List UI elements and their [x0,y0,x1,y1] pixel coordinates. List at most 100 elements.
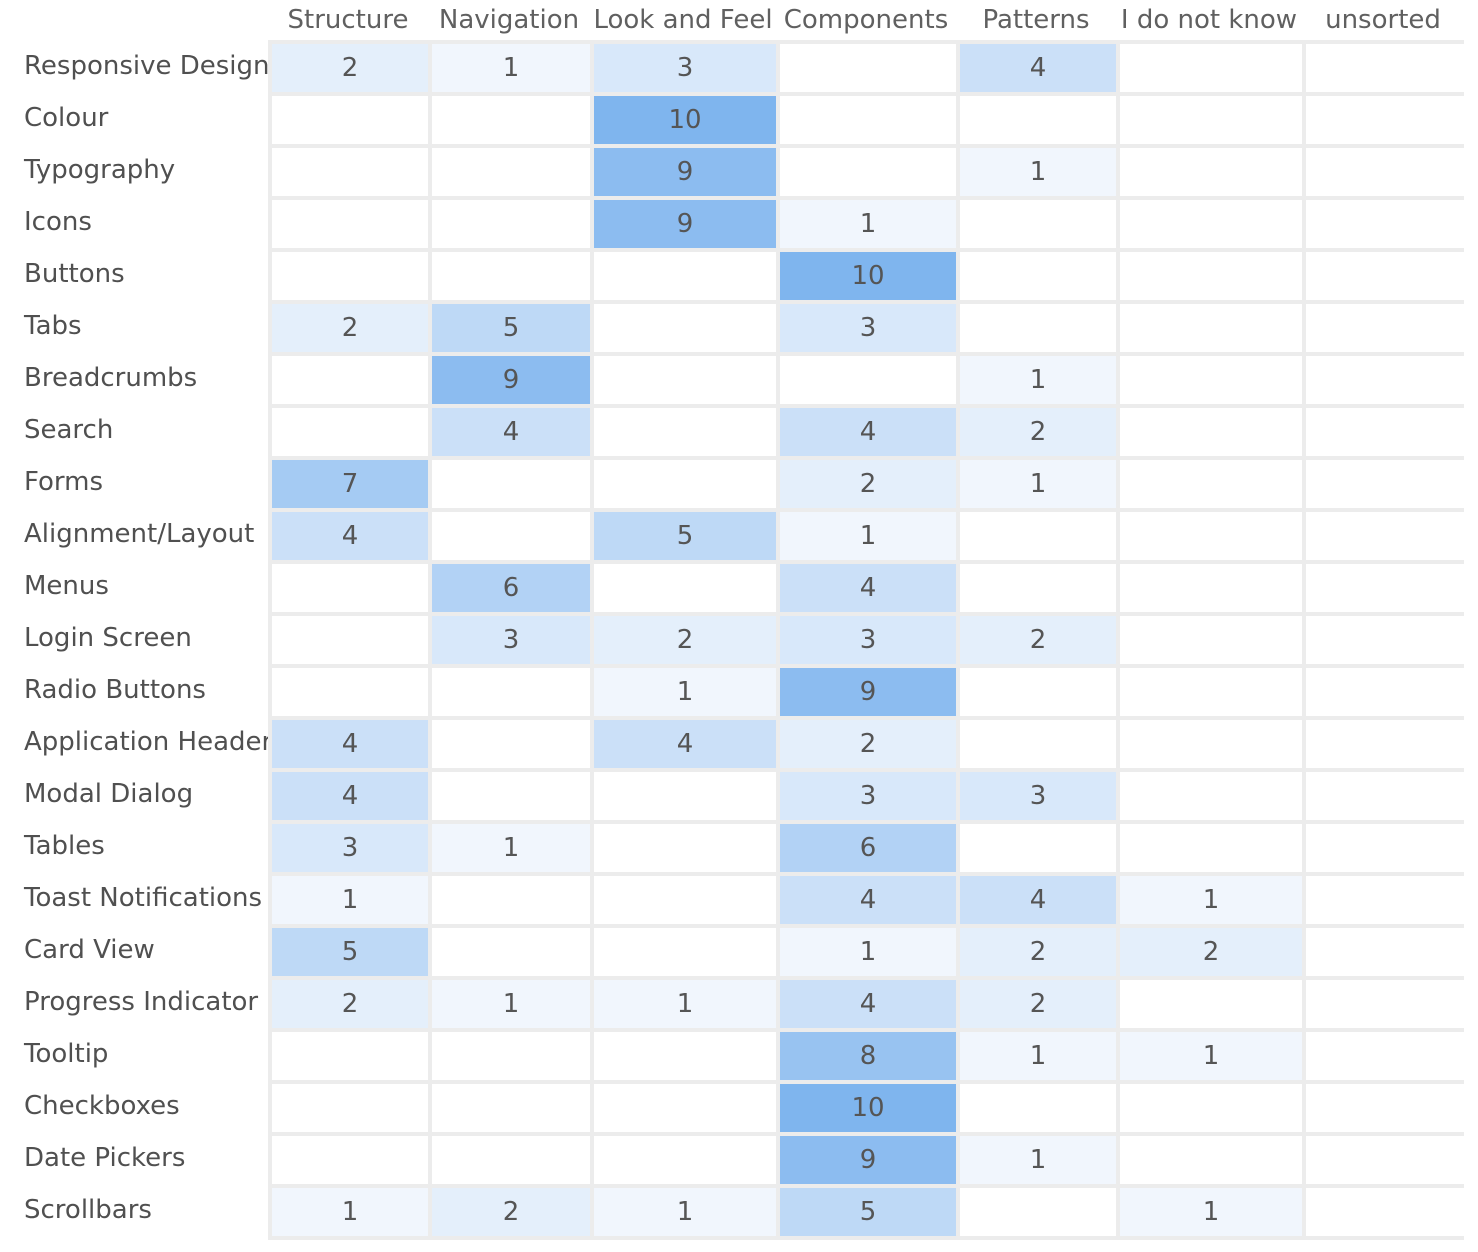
heatmap-cell [594,772,776,820]
heatmap-cell: 3 [432,616,590,664]
heatmap-cell [1120,512,1302,560]
heatmap-cell [594,252,776,300]
heatmap-cell: 1 [1120,1188,1302,1236]
heatmap-cell [432,668,590,716]
row-label-tooltip: Tooltip [24,1039,109,1069]
heatmap-cell: 4 [780,564,956,612]
row-label-progress-indicator: Progress Indicator [24,987,259,1017]
heatmap-cell [780,96,956,144]
heatmap-cell: 1 [780,512,956,560]
heatmap-cell [1120,148,1302,196]
heatmap-cell [594,356,776,404]
heatmap-cell: 1 [1120,876,1302,924]
heatmap-cell [960,200,1116,248]
heatmap-cell [1120,408,1302,456]
heatmap-cell: 1 [594,1188,776,1236]
heatmap-cell [272,252,428,300]
heatmap-cell: 9 [780,1136,956,1184]
heatmap-cell [432,512,590,560]
heatmap-cell [594,304,776,352]
heatmap-cell [1306,512,1464,560]
heatmap-cell [1120,200,1302,248]
heatmap-cell [272,1032,428,1080]
heatmap-cell [272,616,428,664]
heatmap-cell [1120,668,1302,716]
heatmap-cell: 4 [594,720,776,768]
heatmap-cell: 6 [432,564,590,612]
heatmap-cell: 10 [594,96,776,144]
heatmap-cell [1120,356,1302,404]
row-label-typography: Typography [24,155,176,185]
heatmap-cell [272,1084,428,1132]
column-header-components: Components [783,5,949,35]
row-label-buttons: Buttons [24,259,125,289]
heatmap-cell [272,96,428,144]
heatmap-cell: 4 [272,720,428,768]
heatmap-cell: 5 [272,928,428,976]
heatmap-cell [594,1032,776,1080]
column-header-patterns: Patterns [982,5,1090,35]
heatmap-cell [1120,252,1302,300]
heatmap-cell: 1 [960,356,1116,404]
heatmap-cell: 9 [432,356,590,404]
heatmap-cell: 5 [594,512,776,560]
heatmap-cell [1306,356,1464,404]
heatmap-cell: 2 [594,616,776,664]
heatmap-cell [1120,616,1302,664]
heatmap-cell [594,460,776,508]
row-label-scrollbars: Scrollbars [24,1195,152,1225]
heatmap-cell: 4 [272,512,428,560]
row-label-radio-buttons: Radio Buttons [24,675,206,705]
heatmap-cell [594,408,776,456]
heatmap-cell [432,148,590,196]
heatmap-cell [1120,44,1302,92]
heatmap-cell [272,564,428,612]
heatmap-cell: 2 [272,980,428,1028]
heatmap-cell [594,1084,776,1132]
heatmap-cell: 1 [1120,1032,1302,1080]
heatmap-cell: 2 [960,928,1116,976]
heatmap-cell [432,1032,590,1080]
heatmap-cell [960,668,1116,716]
heatmap-cell: 5 [780,1188,956,1236]
row-label-search: Search [24,415,114,445]
heatmap-cell [1306,876,1464,924]
heatmap-cell [960,252,1116,300]
heatmap-cell [1306,980,1464,1028]
heatmap-cell: 4 [780,980,956,1028]
heatmap-cell: 1 [780,928,956,976]
heatmap-cell [1120,1084,1302,1132]
heatmap-cell [432,252,590,300]
heatmap-cell [960,304,1116,352]
heatmap-cell [1120,304,1302,352]
heatmap-cell [432,928,590,976]
heatmap-cell [1120,564,1302,612]
heatmap-cell [1306,44,1464,92]
heatmap-cell [1306,304,1464,352]
heatmap-cell: 9 [594,148,776,196]
column-header-unsorted: unsorted [1325,5,1441,35]
heatmap-cell: 2 [960,616,1116,664]
heatmap-cell [1306,564,1464,612]
heatmap-cell [272,408,428,456]
heatmap-cell: 1 [594,668,776,716]
column-header-structure: Structure [287,5,409,35]
row-label-toast-notifications: Toast Notifications [24,883,263,913]
heatmap-cell: 1 [432,824,590,872]
heatmap-cell [1306,200,1464,248]
heatmap-cell [1306,1032,1464,1080]
heatmap-cell [960,720,1116,768]
heatmap-cell: 1 [960,1032,1116,1080]
heatmap-cell [1306,460,1464,508]
heatmap-cell: 2 [432,1188,590,1236]
heatmap-cell [780,44,956,92]
heatmap-cell: 3 [272,824,428,872]
heatmap-cell [1120,980,1302,1028]
heatmap-cell [272,1136,428,1184]
heatmap-cell [432,720,590,768]
row-label-application-header: Application Header [24,727,273,757]
row-label-breadcrumbs: Breadcrumbs [24,363,198,393]
heatmap-cell [960,564,1116,612]
heatmap-cell: 1 [960,460,1116,508]
heatmap-cell: 4 [780,876,956,924]
